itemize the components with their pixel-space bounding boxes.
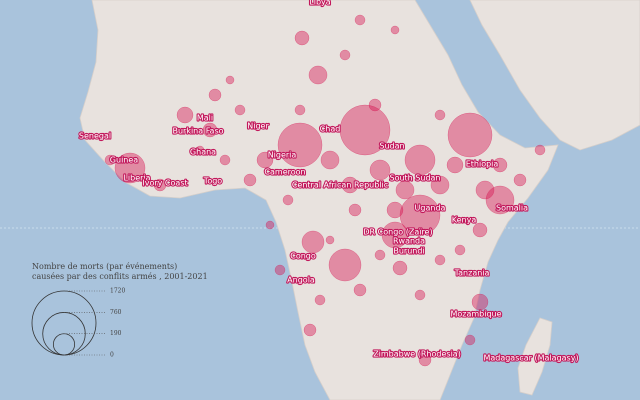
event-bubble xyxy=(454,244,466,256)
event-bubble xyxy=(390,25,400,35)
event-bubble xyxy=(434,109,446,121)
event-bubble xyxy=(492,157,508,173)
country-label: Mali xyxy=(197,114,213,123)
legend-value: 0 xyxy=(110,352,114,359)
event-bubble xyxy=(430,175,450,195)
event-bubble xyxy=(513,173,527,187)
event-bubble xyxy=(243,173,257,187)
event-bubble xyxy=(369,159,391,181)
country-label: Togo xyxy=(203,177,223,186)
event-bubble xyxy=(301,230,325,254)
event-bubble xyxy=(328,248,362,282)
country-label: Kenya xyxy=(452,216,477,225)
country-label: DR Congo (Zaïre) xyxy=(363,228,432,237)
event-bubble xyxy=(339,49,351,61)
country-label: Burkina Faso xyxy=(172,127,223,136)
event-bubble xyxy=(277,122,323,168)
event-bubble xyxy=(225,75,235,85)
event-bubble xyxy=(320,150,340,170)
country-label: Angola xyxy=(287,276,315,285)
country-label: Liberia xyxy=(123,174,150,183)
country-label: Cameroon xyxy=(264,168,305,177)
event-bubble xyxy=(208,88,222,102)
event-bubble xyxy=(265,220,275,230)
event-bubble xyxy=(219,154,231,166)
country-label: Congo xyxy=(290,252,316,261)
event-bubble xyxy=(104,154,116,166)
event-bubble xyxy=(418,353,432,367)
country-label: Chad xyxy=(320,125,341,134)
event-bubble xyxy=(202,122,218,138)
country-label: Ghana xyxy=(190,148,216,157)
country-label: Niger xyxy=(247,122,269,131)
event-bubble xyxy=(354,14,366,26)
country-label: Guinea xyxy=(110,156,138,165)
event-bubble xyxy=(395,180,415,200)
event-bubble xyxy=(386,201,404,219)
event-bubble xyxy=(308,65,328,85)
event-bubble xyxy=(464,334,476,346)
country-label: South Sudan xyxy=(390,174,441,183)
country-label: Somalia xyxy=(496,204,528,213)
event-bubble xyxy=(414,289,426,301)
legend-value: 1720 xyxy=(110,288,125,295)
event-bubble xyxy=(368,98,382,112)
country-label: Central African Republic xyxy=(292,181,388,190)
event-bubble xyxy=(534,144,546,156)
event-bubble xyxy=(404,144,436,176)
event-bubble xyxy=(348,203,362,217)
event-bubble xyxy=(434,254,446,266)
country-label: Ethiopia xyxy=(466,160,499,169)
event-bubble xyxy=(485,185,515,215)
legend-value: 760 xyxy=(110,309,122,316)
country-label: Mozambique xyxy=(450,310,501,319)
event-bubble xyxy=(341,176,359,194)
country-labels: Libya Senegal Mali Burkina Faso Niger Chad Sud… xyxy=(78,0,580,364)
country-label: Burundi xyxy=(393,247,424,256)
legend-value: 190 xyxy=(110,330,122,337)
country-label: Uganda xyxy=(415,204,446,213)
event-bubble xyxy=(472,222,488,238)
legend-title: Nombre de morts (par événements) xyxy=(32,262,177,271)
event-bubble xyxy=(274,264,286,276)
event-bubble xyxy=(475,180,495,200)
arabia xyxy=(469,0,640,151)
africa xyxy=(79,0,559,400)
country-label: Ivory Coast xyxy=(142,179,187,188)
event-bubble xyxy=(339,104,391,156)
event-bubble xyxy=(374,249,386,261)
country-label: Zimbabwe (Rhodesia) xyxy=(373,350,461,359)
event-bubble xyxy=(114,152,146,184)
legend-title: causées par des conflits armés , 2001-20… xyxy=(32,272,208,281)
event-bubble xyxy=(195,145,205,155)
event-bubble xyxy=(314,294,326,306)
madagascar xyxy=(517,317,553,396)
event-bubble xyxy=(153,178,167,192)
event-bubble xyxy=(234,104,246,116)
country-label: Madagascar (Malagasy) xyxy=(483,354,578,363)
event-bubble xyxy=(325,235,335,245)
event-bubble xyxy=(447,112,493,158)
event-bubble xyxy=(176,106,194,124)
event-bubble xyxy=(353,283,367,297)
country-label: Nigeria xyxy=(268,151,297,160)
country-label: Sudan xyxy=(379,142,404,151)
event-bubble xyxy=(392,260,408,276)
country-label: Rwanda xyxy=(393,237,425,246)
event-bubble xyxy=(294,104,306,116)
country-label: Senegal xyxy=(79,132,111,141)
event-bubble xyxy=(399,194,441,236)
event-bubble xyxy=(471,293,489,311)
event-bubble xyxy=(381,221,409,249)
event-bubble xyxy=(282,194,294,206)
country-label: Tanzania xyxy=(454,269,490,278)
event-bubbles xyxy=(104,14,546,367)
event-bubble xyxy=(446,156,464,174)
legend: Nombre de morts (par événements)causées … xyxy=(31,262,208,359)
event-bubble xyxy=(294,30,310,46)
event-bubble xyxy=(303,323,317,337)
country-label: Libya xyxy=(309,0,330,7)
event-bubble xyxy=(256,151,274,169)
